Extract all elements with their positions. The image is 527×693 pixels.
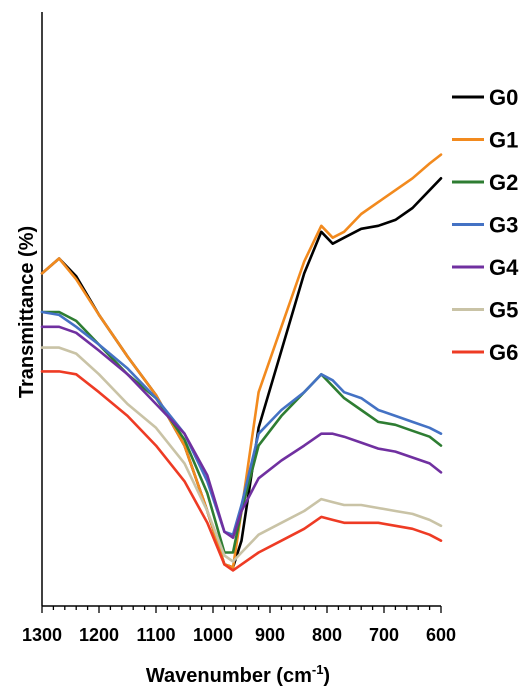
series-line-g2 <box>40 310 443 554</box>
x-tick-labels: 1300 1200 1100 1000 900 800 700 600 <box>22 625 456 645</box>
series-line-g1 <box>40 153 443 569</box>
x-tick-label: 700 <box>369 625 399 645</box>
x-tick-label: 600 <box>426 625 456 645</box>
series-line-g5 <box>40 346 443 563</box>
plot-area <box>41 12 441 607</box>
x-tick-label: 1200 <box>79 625 119 645</box>
y-axis-title: Transmittance (%) <box>16 226 38 398</box>
legend-label-g6: G6 <box>489 340 518 365</box>
x-tick-label: 1100 <box>136 625 175 645</box>
legend-label-g1: G1 <box>489 128 518 153</box>
legend-label-g2: G2 <box>489 170 518 195</box>
x-tick-label: 1000 <box>193 625 233 645</box>
legend-label-g3: G3 <box>489 213 518 238</box>
legend-label-g5: G5 <box>489 298 518 323</box>
x-ticks <box>41 606 442 613</box>
legend-label-g4: G4 <box>489 255 519 280</box>
x-axis-title-end: ) <box>323 665 330 687</box>
x-tick-label: 800 <box>312 625 342 645</box>
series-line-g6 <box>40 370 443 572</box>
x-axis-title: Wavenumber (cm-1) <box>146 662 330 687</box>
series-line-g3 <box>40 310 443 537</box>
legend-label-g0: G0 <box>489 85 518 110</box>
legend: G0 G1 G2 G3 G4 G5 G6 <box>452 85 519 365</box>
x-axis-title-main: Wavenumber (cm <box>146 665 312 687</box>
series-lines <box>40 153 443 572</box>
x-tick-label: 900 <box>255 625 285 645</box>
x-tick-label: 1300 <box>22 625 62 645</box>
series-line-g4 <box>40 325 443 540</box>
x-axis-title-sup: -1 <box>312 662 324 677</box>
